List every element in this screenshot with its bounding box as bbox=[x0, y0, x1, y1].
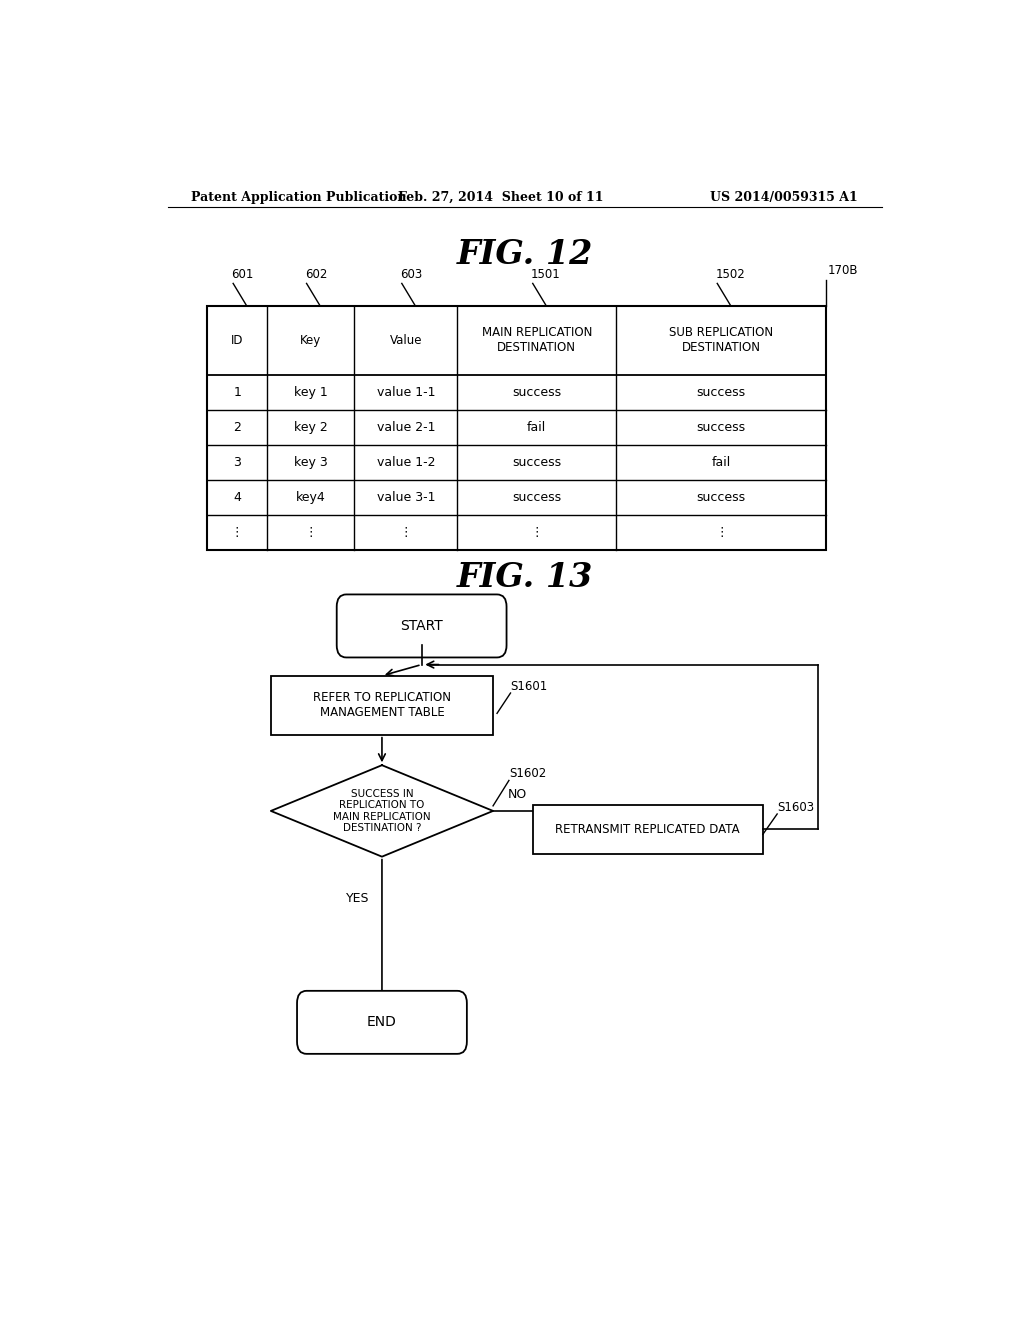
Bar bbox=[207, 306, 826, 549]
Text: S1601: S1601 bbox=[511, 680, 548, 693]
Text: 1: 1 bbox=[233, 385, 241, 399]
Text: 170B: 170B bbox=[828, 264, 858, 277]
Text: success: success bbox=[696, 421, 745, 434]
FancyBboxPatch shape bbox=[297, 991, 467, 1053]
Text: US 2014/0059315 A1: US 2014/0059315 A1 bbox=[711, 190, 858, 203]
FancyBboxPatch shape bbox=[337, 594, 507, 657]
Text: FIG. 12: FIG. 12 bbox=[457, 239, 593, 272]
Text: fail: fail bbox=[712, 455, 731, 469]
Text: Value: Value bbox=[389, 334, 422, 347]
Text: Key: Key bbox=[300, 334, 322, 347]
Text: 1502: 1502 bbox=[716, 268, 745, 281]
Text: RETRANSMIT REPLICATED DATA: RETRANSMIT REPLICATED DATA bbox=[555, 822, 740, 836]
Text: Feb. 27, 2014  Sheet 10 of 11: Feb. 27, 2014 Sheet 10 of 11 bbox=[398, 190, 604, 203]
Text: ID: ID bbox=[230, 334, 244, 347]
Text: MAIN REPLICATION
DESTINATION: MAIN REPLICATION DESTINATION bbox=[481, 326, 592, 354]
Text: END: END bbox=[367, 1015, 397, 1030]
Bar bbox=[532, 805, 763, 854]
Text: success: success bbox=[696, 385, 745, 399]
Text: key4: key4 bbox=[296, 491, 326, 504]
Text: 2: 2 bbox=[233, 421, 241, 434]
Text: ⋮: ⋮ bbox=[230, 525, 244, 539]
Text: key 3: key 3 bbox=[294, 455, 328, 469]
Text: FIG. 13: FIG. 13 bbox=[457, 561, 593, 594]
Text: value 2-1: value 2-1 bbox=[377, 421, 435, 434]
Text: success: success bbox=[696, 491, 745, 504]
Text: NO: NO bbox=[507, 788, 526, 801]
Text: 601: 601 bbox=[231, 268, 254, 281]
Text: value 1-1: value 1-1 bbox=[377, 385, 435, 399]
Text: YES: YES bbox=[346, 892, 370, 906]
Text: 602: 602 bbox=[305, 268, 328, 281]
Text: S1603: S1603 bbox=[777, 801, 814, 814]
Text: ⋮: ⋮ bbox=[715, 525, 727, 539]
Text: value 3-1: value 3-1 bbox=[377, 491, 435, 504]
Bar bbox=[270, 676, 494, 735]
Text: success: success bbox=[512, 385, 561, 399]
Text: ⋮: ⋮ bbox=[399, 525, 412, 539]
Text: Patent Application Publication: Patent Application Publication bbox=[191, 190, 407, 203]
Text: 603: 603 bbox=[400, 268, 423, 281]
Text: 1501: 1501 bbox=[531, 268, 561, 281]
Text: 4: 4 bbox=[233, 491, 241, 504]
Text: REFER TO REPLICATION
MANAGEMENT TABLE: REFER TO REPLICATION MANAGEMENT TABLE bbox=[313, 692, 451, 719]
Text: key 2: key 2 bbox=[294, 421, 328, 434]
Text: SUB REPLICATION
DESTINATION: SUB REPLICATION DESTINATION bbox=[669, 326, 773, 354]
Text: START: START bbox=[400, 619, 443, 634]
Text: S1602: S1602 bbox=[509, 767, 546, 780]
Text: success: success bbox=[512, 455, 561, 469]
Text: ⋮: ⋮ bbox=[304, 525, 316, 539]
Text: SUCCESS IN
REPLICATION TO
MAIN REPLICATION
DESTINATION ?: SUCCESS IN REPLICATION TO MAIN REPLICATI… bbox=[333, 788, 431, 833]
Text: 3: 3 bbox=[233, 455, 241, 469]
Text: key 1: key 1 bbox=[294, 385, 328, 399]
Polygon shape bbox=[270, 766, 494, 857]
Text: success: success bbox=[512, 491, 561, 504]
Text: fail: fail bbox=[527, 421, 547, 434]
Text: value 1-2: value 1-2 bbox=[377, 455, 435, 469]
Text: ⋮: ⋮ bbox=[530, 525, 543, 539]
